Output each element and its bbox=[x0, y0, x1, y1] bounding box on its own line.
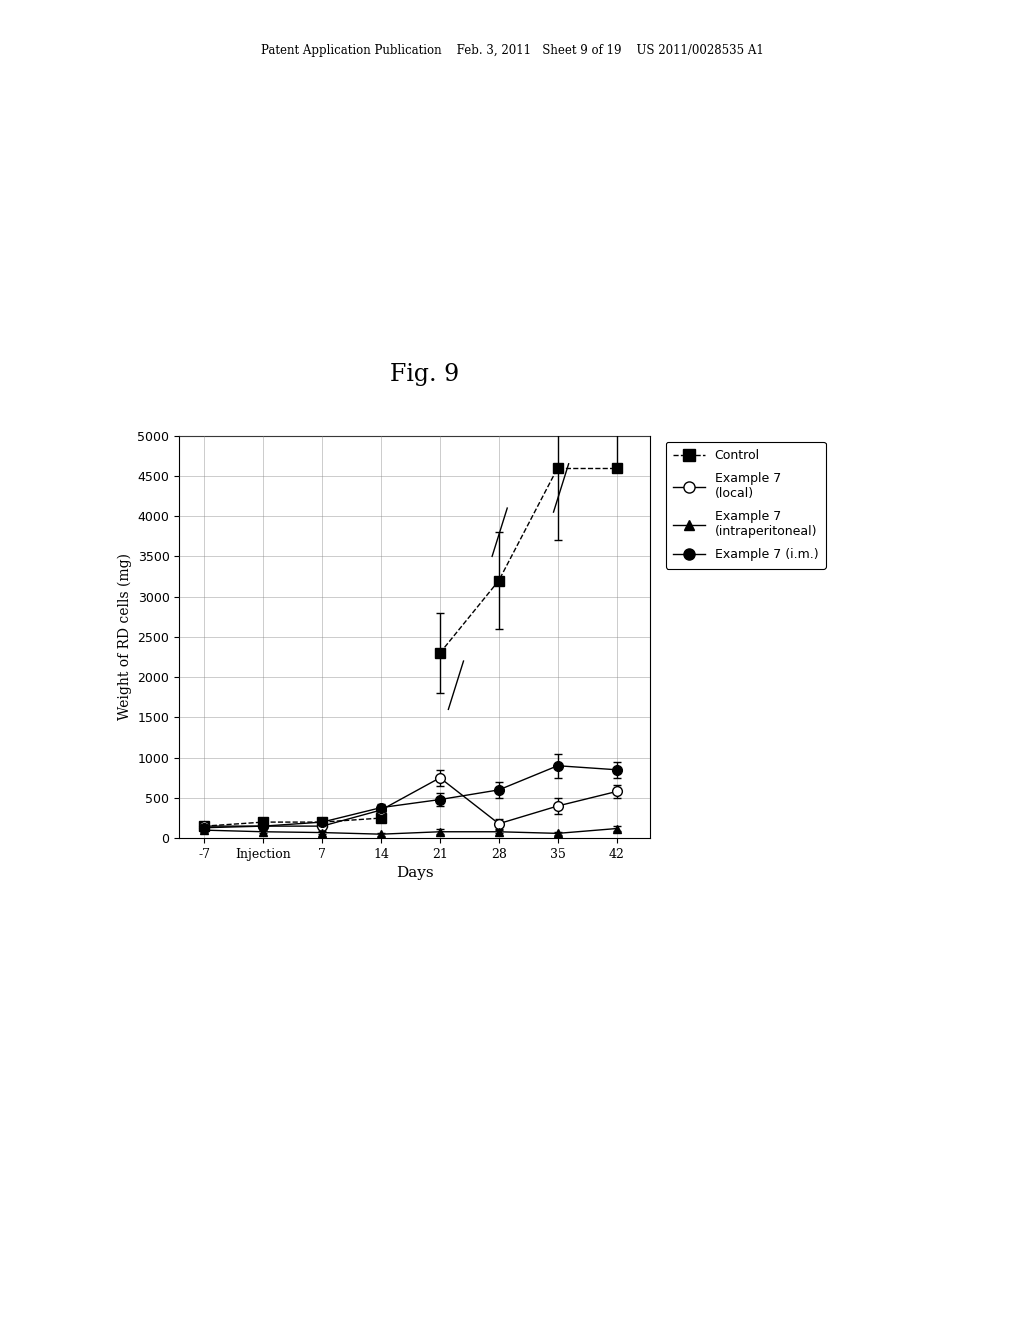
Y-axis label: Weight of RD cells (mg): Weight of RD cells (mg) bbox=[118, 553, 132, 721]
Legend: Control, Example 7
(local), Example 7
(intraperitoneal), Example 7 (i.m.): Control, Example 7 (local), Example 7 (i… bbox=[666, 442, 825, 569]
X-axis label: Days: Days bbox=[396, 866, 433, 880]
Text: Fig. 9: Fig. 9 bbox=[390, 363, 460, 385]
Text: Patent Application Publication    Feb. 3, 2011   Sheet 9 of 19    US 2011/002853: Patent Application Publication Feb. 3, 2… bbox=[261, 44, 763, 57]
